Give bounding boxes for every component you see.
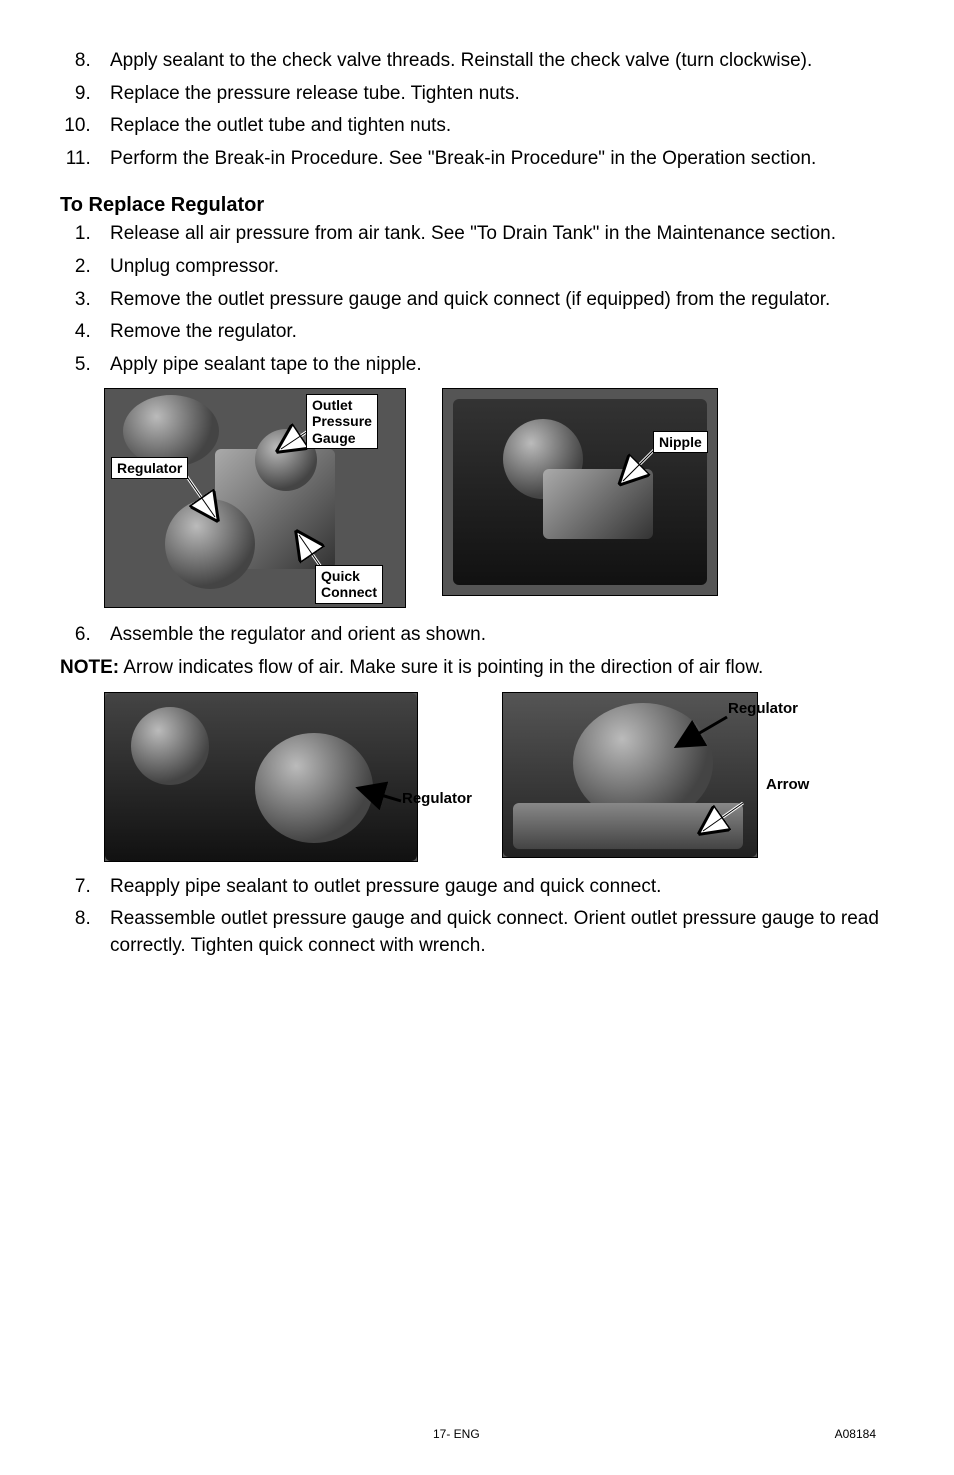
note-label: NOTE: [60, 657, 119, 678]
step-4: Remove the regulator. [96, 319, 894, 346]
continued-steps-list: Apply sealant to the check valve threads… [60, 48, 894, 172]
label-regulator-d: Regulator [728, 700, 798, 717]
footer-right: A08184 [835, 1427, 876, 1441]
step-3: Remove the outlet pressure gauge and qui… [96, 287, 894, 314]
step-8: Apply sealant to the check valve threads… [96, 48, 894, 75]
step-8b: Reassemble outlet pressure gauge and qui… [96, 906, 894, 959]
replace-regulator-list-c: Reapply pipe sealant to outlet pressure … [60, 874, 894, 960]
label-regulator-c: Regulator [402, 790, 472, 807]
note-text: Arrow indicates flow of air. Make sure i… [119, 657, 763, 678]
step-5: Apply pipe sealant tape to the nipple. [96, 352, 894, 379]
figure-row-1: Outlet Pressure Gauge Regulator Quick Co… [104, 388, 894, 608]
label-regulator: Regulator [111, 457, 188, 479]
section-heading: To Replace Regulator [60, 194, 894, 217]
label-arrow: Arrow [766, 776, 809, 793]
figure-row-2: Regulator [104, 692, 894, 860]
figure-regulator-orient [104, 692, 418, 862]
step-11: Perform the Break-in Procedure. See "Bre… [96, 146, 894, 173]
page-footer: 17- ENG A08184 [0, 1427, 954, 1441]
figure-regulator-assembly: Outlet Pressure Gauge Regulator Quick Co… [104, 388, 406, 608]
step-7: Reapply pipe sealant to outlet pressure … [96, 874, 894, 901]
label-nipple: Nipple [653, 431, 708, 453]
step-1: Release all air pressure from air tank. … [96, 221, 894, 248]
step-9: Replace the pressure release tube. Tight… [96, 81, 894, 108]
step-6: Assemble the regulator and orient as sho… [96, 622, 894, 649]
footer-center: 17- ENG [433, 1427, 480, 1441]
replace-regulator-list-a: Release all air pressure from air tank. … [60, 221, 894, 378]
label-outlet-pressure-gauge: Outlet Pressure Gauge [306, 394, 378, 448]
figure-nipple: Nipple [442, 388, 718, 596]
step-2: Unplug compressor. [96, 254, 894, 281]
step-10: Replace the outlet tube and tighten nuts… [96, 113, 894, 140]
figure-arrow-direction [502, 692, 758, 858]
note-line: NOTE: Arrow indicates flow of air. Make … [60, 655, 894, 682]
label-quick-connect: Quick Connect [315, 565, 383, 603]
replace-regulator-list-b: Assemble the regulator and orient as sho… [60, 622, 894, 649]
